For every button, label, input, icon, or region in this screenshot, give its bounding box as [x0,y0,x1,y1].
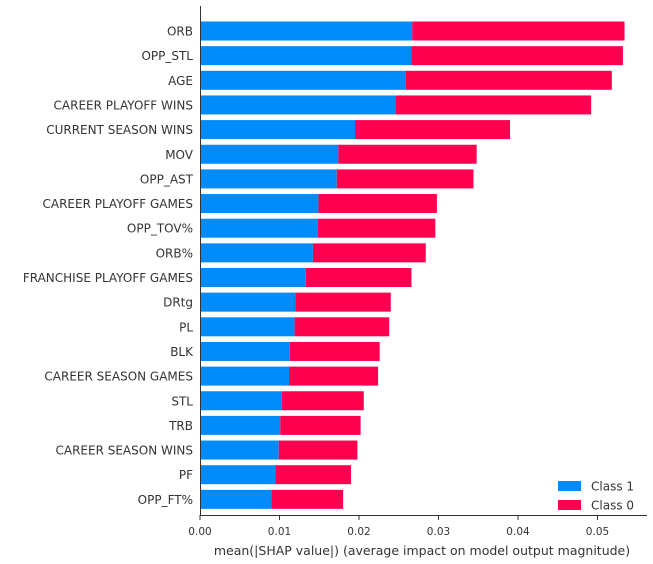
bar-class-1-2 [200,70,406,90]
bar-class-1-1 [200,46,412,66]
category-label: OPP_FT% [138,493,193,507]
legend-swatch-class-0 [558,500,581,510]
x-tick-label: 0.03 [427,526,450,538]
x-tick-label: 0.02 [347,526,370,538]
bar-class-1-17 [200,440,279,460]
category-label: CAREER SEASON WINS [55,444,193,458]
category-label: BLK [170,345,194,359]
bar-class-1-5 [200,144,339,164]
bar-class-0-6 [336,169,474,189]
x-axis-title: mean(|SHAP value|) (average impact on mo… [214,543,630,558]
bar-class-0-17 [278,440,358,460]
bar-class-1-11 [200,292,296,312]
bar-class-0-12 [294,317,390,337]
category-label: OPP_TOV% [127,222,193,236]
category-label: OPP_STL [141,49,193,63]
bar-class-1-3 [200,95,396,115]
bar-class-0-10 [305,268,412,287]
legend-label: Class 0 [591,499,634,513]
legend-label: Class 1 [591,480,634,494]
bar-class-0-8 [317,218,436,238]
x-tick-label: 0.04 [506,526,530,538]
category-label: AGE [168,74,193,88]
bar-class-1-18 [200,465,276,485]
bar-class-1-9 [200,243,313,263]
bar-class-0-15 [281,391,364,411]
bar-class-0-2 [405,70,612,90]
bar-class-0-19 [271,489,344,509]
bar-class-0-14 [289,366,379,386]
category-label: PF [179,468,193,482]
legend-swatch-class-1 [558,481,581,491]
bar-class-1-8 [200,218,318,238]
bar-class-0-11 [295,292,391,312]
category-label: OPP_AST [140,172,194,186]
bar-class-0-7 [318,194,437,214]
x-tick-label: 0.01 [268,526,291,538]
bar-class-0-0 [412,21,625,41]
bar-class-1-7 [200,194,319,214]
category-label: DRtg [163,296,193,310]
bar-class-1-10 [200,268,306,287]
category-label: TRB [168,419,193,433]
bar-class-0-9 [312,243,426,263]
category-label: FRANCHISE PLAYOFF GAMES [23,271,193,285]
bar-class-1-14 [200,366,290,386]
bar-class-1-19 [200,489,272,509]
bars-layer [200,21,625,509]
x-axis-ticks: 0.00 0.01 0.02 0.03 0.04 0.05 [188,515,609,538]
x-tick-label: 0.00 [188,526,211,538]
category-label: CURRENT SEASON WINS [46,123,193,137]
category-label: MOV [165,148,194,162]
category-label: STL [171,394,193,408]
bar-class-1-12 [200,317,295,337]
category-labels: ORB OPP_STL AGE CAREER PLAYOFF WINS CURRENT … [23,25,194,507]
bar-class-0-4 [355,120,511,140]
bar-class-0-1 [411,46,623,66]
category-label: ORB [167,25,193,39]
bar-class-0-16 [280,415,361,435]
bar-class-0-18 [275,465,352,485]
bar-class-1-0 [200,21,413,41]
bar-class-0-13 [289,341,380,361]
legend: Class 1 Class 0 [558,480,634,513]
bar-class-0-3 [395,95,592,115]
category-label: CAREER SEASON GAMES [44,370,193,384]
category-label: PL [179,320,193,334]
bar-class-1-4 [200,120,356,140]
bar-class-1-13 [200,341,290,361]
bar-class-0-5 [338,144,477,164]
bar-class-1-6 [200,169,337,189]
category-label: ORB% [156,246,193,260]
x-tick-label: 0.05 [586,526,609,538]
category-label: CAREER PLAYOFF GAMES [42,197,193,211]
category-label: CAREER PLAYOFF WINS [54,98,193,112]
bar-class-1-15 [200,391,282,411]
bar-class-1-16 [200,415,281,435]
